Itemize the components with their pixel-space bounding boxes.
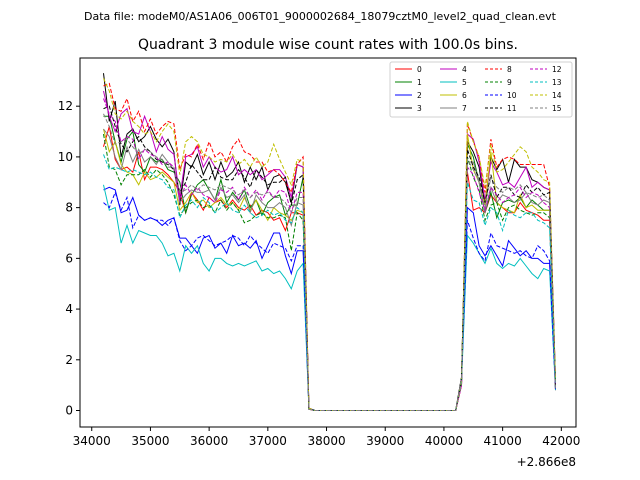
chart-suptitle: Data file: modeM0/AS1A06_006T01_90000026… xyxy=(84,10,557,23)
x-offset-label: +2.866e8 xyxy=(517,455,576,469)
y-tick-label: 4 xyxy=(65,302,73,316)
legend-box xyxy=(389,61,573,118)
x-tick-label: 37000 xyxy=(249,434,287,448)
legend-label-2: 2 xyxy=(417,91,422,100)
series-line-15 xyxy=(103,113,556,411)
legend-label-14: 14 xyxy=(552,91,562,100)
x-tick-label: 36000 xyxy=(190,434,228,448)
legend-label-12: 12 xyxy=(552,65,562,74)
legend-label-10: 10 xyxy=(507,91,517,100)
legend-label-0: 0 xyxy=(417,65,422,74)
x-tick-label: 38000 xyxy=(307,434,345,448)
y-axis: 0 2 4 6 8 10 12 xyxy=(58,99,80,418)
chart-title: Quadrant 3 module wise count rates with … xyxy=(138,37,518,53)
legend-label-8: 8 xyxy=(507,65,512,74)
x-tick-label: 40000 xyxy=(425,434,463,448)
y-tick-label: 12 xyxy=(58,99,73,113)
y-tick-label: 2 xyxy=(65,353,73,367)
x-tick-label: 41000 xyxy=(484,434,522,448)
x-tick-label: 34000 xyxy=(73,434,111,448)
legend-label-9: 9 xyxy=(507,78,512,87)
legend-label-6: 6 xyxy=(462,91,467,100)
legend-label-15: 15 xyxy=(552,104,562,113)
y-tick-label: 0 xyxy=(65,404,73,418)
legend-label-11: 11 xyxy=(507,104,517,113)
legend-label-5: 5 xyxy=(462,78,467,87)
x-tick-label: 39000 xyxy=(366,434,404,448)
legend-label-7: 7 xyxy=(462,104,467,113)
x-tick-label: 35000 xyxy=(131,434,169,448)
legend-label-4: 4 xyxy=(462,65,467,74)
x-axis: 34000 35000 36000 37000 38000 39000 40000 41000… xyxy=(73,427,580,448)
legend-label-3: 3 xyxy=(417,104,422,113)
y-tick-label: 8 xyxy=(65,201,73,215)
plot-lines xyxy=(103,73,556,411)
legend-label-1: 1 xyxy=(417,78,422,87)
plot-frame xyxy=(79,57,577,428)
y-tick-label: 10 xyxy=(58,150,73,164)
y-tick-label: 6 xyxy=(65,251,73,265)
legend-label-13: 13 xyxy=(552,78,562,87)
series-line-10 xyxy=(103,190,556,411)
x-tick-label: 42000 xyxy=(542,434,580,448)
